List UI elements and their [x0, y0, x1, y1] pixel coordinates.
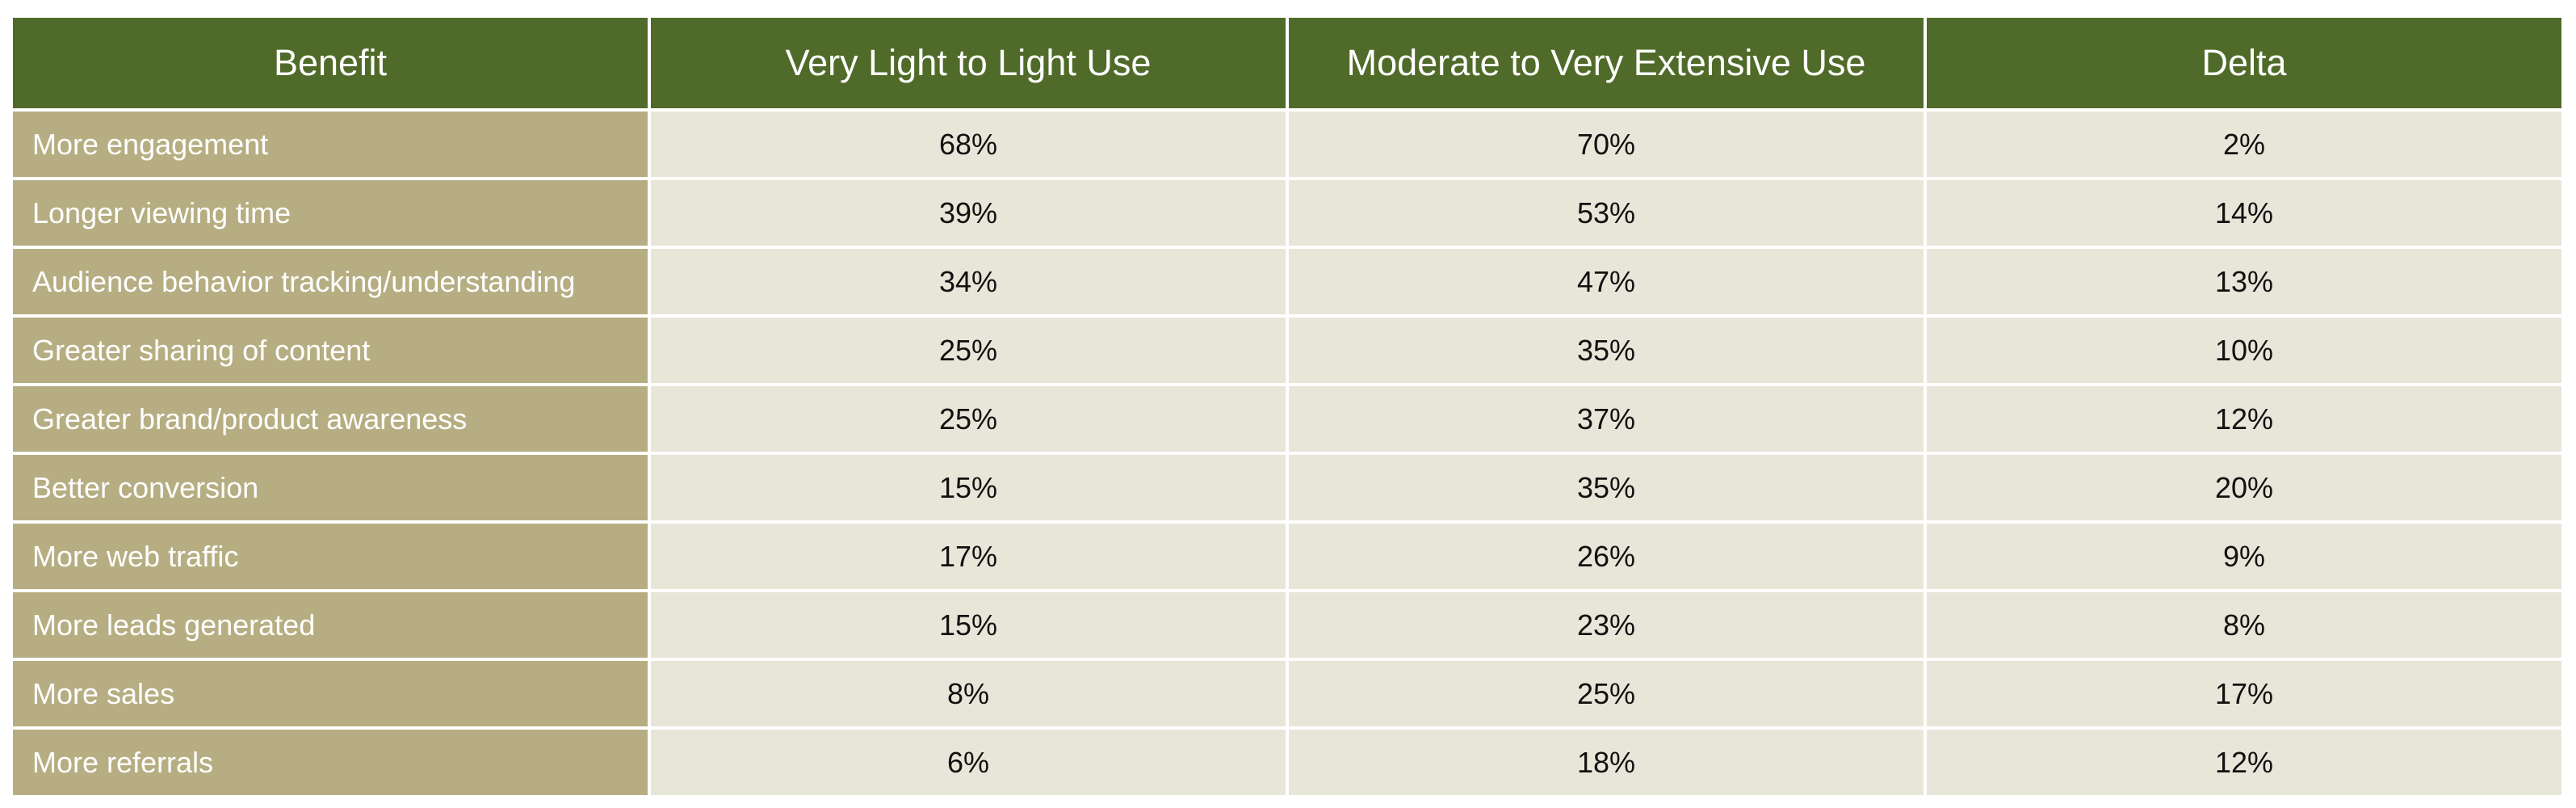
table-row: More web traffic 17% 26% 9%: [13, 524, 2561, 589]
table-row: More leads generated 15% 23% 8%: [13, 592, 2561, 658]
value-cell: 26%: [1289, 524, 1924, 589]
benefit-cell: More engagement: [13, 112, 648, 177]
table-row: More engagement 68% 70% 2%: [13, 112, 2561, 177]
value-cell: 9%: [1927, 524, 2561, 589]
value-cell: 2%: [1927, 112, 2561, 177]
value-cell: 25%: [651, 318, 1286, 383]
value-cell: 35%: [1289, 455, 1924, 520]
table-body: More engagement 68% 70% 2% Longer viewing ti…: [13, 112, 2561, 795]
value-cell: 34%: [651, 249, 1286, 314]
value-cell: 12%: [1927, 730, 2561, 795]
table-row: More referrals 6% 18% 12%: [13, 730, 2561, 795]
benefit-cell: More referrals: [13, 730, 648, 795]
header-row: Benefit Very Light to Light Use Moderate t…: [13, 18, 2561, 108]
value-cell: 18%: [1289, 730, 1924, 795]
benefit-cell: Longer viewing time: [13, 180, 648, 246]
benefit-cell: More leads generated: [13, 592, 648, 658]
value-cell: 68%: [651, 112, 1286, 177]
value-cell: 13%: [1927, 249, 2561, 314]
benefit-cell: More sales: [13, 661, 648, 726]
value-cell: 6%: [651, 730, 1286, 795]
value-cell: 17%: [651, 524, 1286, 589]
value-cell: 14%: [1927, 180, 2561, 246]
table-row: More sales 8% 25% 17%: [13, 661, 2561, 726]
benefit-cell: Better conversion: [13, 455, 648, 520]
benefit-cell: Greater sharing of content: [13, 318, 648, 383]
value-cell: 8%: [651, 661, 1286, 726]
value-cell: 8%: [1927, 592, 2561, 658]
header-cell: Very Light to Light Use: [651, 18, 1286, 108]
value-cell: 15%: [651, 455, 1286, 520]
value-cell: 17%: [1927, 661, 2561, 726]
benefit-cell: Audience behavior tracking/understanding: [13, 249, 648, 314]
benefit-cell: More web traffic: [13, 524, 648, 589]
value-cell: 25%: [651, 386, 1286, 452]
benefit-cell: Greater brand/product awareness: [13, 386, 648, 452]
table-row: Audience behavior tracking/understanding…: [13, 249, 2561, 314]
header-cell: Delta: [1927, 18, 2561, 108]
value-cell: 70%: [1289, 112, 1924, 177]
value-cell: 53%: [1289, 180, 1924, 246]
table-header: Benefit Very Light to Light Use Moderate t…: [13, 18, 2561, 108]
value-cell: 15%: [651, 592, 1286, 658]
value-cell: 10%: [1927, 318, 2561, 383]
value-cell: 35%: [1289, 318, 1924, 383]
table-row: Greater brand/product awareness 25% 37% 12%: [13, 386, 2561, 452]
value-cell: 39%: [651, 180, 1286, 246]
table-row: Greater sharing of content 25% 35% 10%: [13, 318, 2561, 383]
benefits-table: Benefit Very Light to Light Use Moderate t…: [10, 15, 2565, 798]
header-cell: Benefit: [13, 18, 648, 108]
header-cell: Moderate to Very Extensive Use: [1289, 18, 1924, 108]
table-row: Better conversion 15% 35% 20%: [13, 455, 2561, 520]
value-cell: 25%: [1289, 661, 1924, 726]
value-cell: 37%: [1289, 386, 1924, 452]
value-cell: 23%: [1289, 592, 1924, 658]
value-cell: 47%: [1289, 249, 1924, 314]
table-row: Longer viewing time 39% 53% 14%: [13, 180, 2561, 246]
value-cell: 20%: [1927, 455, 2561, 520]
value-cell: 12%: [1927, 386, 2561, 452]
